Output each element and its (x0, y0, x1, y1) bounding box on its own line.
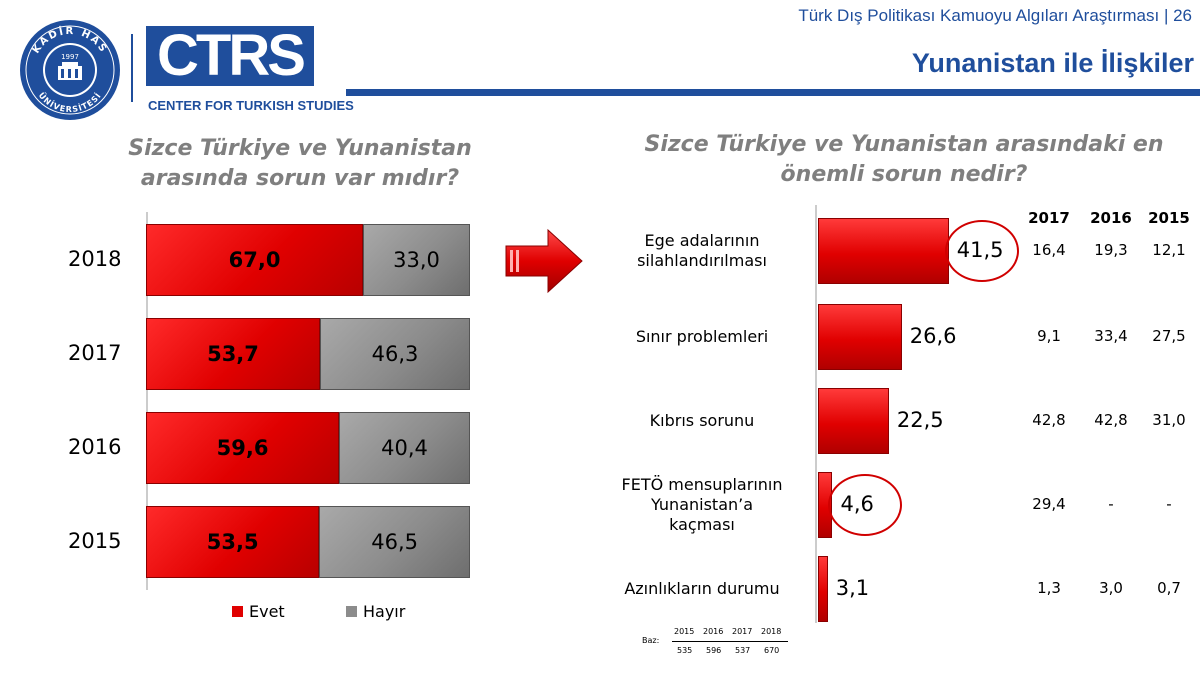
right-chart-title: Sizce Türkiye ve Yunanistan arasındaki e… (644, 132, 1164, 187)
table-cell-2-2: 31,0 (1152, 411, 1186, 429)
khas-seal-logo: KADİR HAS ÜNİVERSİTESİ 1997 (20, 20, 120, 120)
legend-hayir-swatch (346, 606, 357, 617)
bar-0 (818, 218, 949, 284)
year-label-2017: 2017 (68, 341, 122, 365)
stacked-bar-2016: 59,6 40,4 (146, 412, 470, 484)
table-cell-3-0: 29,4 (1032, 495, 1066, 513)
table-cell-0-0: 16,4 (1032, 241, 1066, 259)
table-cell-3-2: - (1166, 495, 1172, 513)
category-label-line: Ege adalarının (644, 231, 760, 250)
category-label-line: silahlandırılması (637, 251, 767, 270)
bar-segment-hayir-2015: 46,5 (319, 506, 470, 578)
base-count-2018: 670 (764, 646, 780, 655)
ctrs-logo: CTRS (146, 26, 314, 86)
bar-1 (818, 304, 902, 370)
table-cell-2-0: 42,8 (1032, 411, 1066, 429)
right-chart-y-axis (815, 205, 817, 623)
base-count-2015: 535 (677, 646, 693, 655)
table-cell-0-1: 19,3 (1094, 241, 1128, 259)
table-cell-1-1: 33,4 (1094, 327, 1128, 345)
left-chart-title: Sizce Türkiye ve Yunanistan arasında sor… (128, 136, 472, 191)
right-arrow-icon (505, 228, 583, 294)
legend-evet: Evet (232, 602, 285, 621)
category-label-line: Azınlıkların durumu (624, 579, 780, 598)
category-label-line: kaçması (669, 515, 735, 534)
legend-evet-label: Evet (249, 602, 285, 621)
base-count-2017: 537 (735, 646, 751, 655)
bar-segment-evet-2016: 59,6 (146, 412, 340, 484)
table-cell-4-1: 3,0 (1099, 579, 1123, 597)
legend-hayir: Hayır (346, 602, 405, 621)
legend-evet-swatch (232, 606, 243, 617)
highlight-circle-3 (828, 474, 903, 536)
bar-value-label-1: 26,6 (909, 324, 957, 348)
base-divider (672, 641, 788, 642)
category-label-4: Azınlıkların durumu (600, 579, 804, 599)
bar-segment-hayir-2017: 46,3 (319, 318, 470, 390)
category-label-line: Sınır problemleri (635, 327, 769, 346)
base-year-2016: 2016 (703, 627, 724, 636)
bar-segment-evet-2017: 53,7 (146, 318, 320, 390)
svg-text:1997: 1997 (61, 53, 79, 61)
bar-value-label-2: 22,5 (896, 408, 944, 432)
category-label-0: Ege adalarının silahlandırılması (600, 231, 804, 271)
base-label: Baz: (642, 636, 660, 645)
table-cell-4-0: 1,3 (1037, 579, 1061, 597)
table-cell-3-1: - (1108, 495, 1114, 513)
table-cell-4-2: 0,7 (1157, 579, 1181, 597)
year-label-2016: 2016 (68, 435, 122, 459)
bar-segment-evet-2018: 67,0 (146, 224, 364, 296)
table-cell-2-1: 42,8 (1094, 411, 1128, 429)
year-label-2015: 2015 (68, 529, 122, 553)
category-label-line: Kıbrıs sorunu (649, 411, 755, 430)
table-header-2017: 2017 (1028, 209, 1070, 227)
category-label-line: Yunanistan’a (650, 495, 754, 514)
legend-hayir-label: Hayır (363, 602, 406, 621)
stacked-bar-2018: 67,0 33,0 (146, 224, 470, 296)
category-label-1: Sınır problemleri (600, 327, 804, 347)
table-header-2016: 2016 (1090, 209, 1132, 227)
bar-segment-hayir-2016: 40,4 (339, 412, 470, 484)
base-year-2018: 2018 (761, 627, 782, 636)
stacked-bar-2017: 53,7 46,3 (146, 318, 470, 390)
base-year-2015: 2015 (674, 627, 695, 636)
highlight-circle-0 (944, 220, 1019, 282)
bar-segment-hayir-2018: 33,0 (363, 224, 470, 296)
year-label-2018: 2018 (68, 247, 122, 271)
category-label-3: FETÖ mensuplarının Yunanistan’a kaçması (600, 475, 804, 535)
table-header-2015: 2015 (1148, 209, 1190, 227)
bar-4 (818, 556, 828, 622)
bar-segment-evet-2015: 53,5 (146, 506, 320, 578)
page-title: Yunanistan ile İlişkiler (911, 48, 1194, 78)
bar-value-label-4: 3,1 (835, 576, 870, 600)
logo-divider (131, 34, 133, 102)
category-label-line: FETÖ mensuplarının (621, 475, 783, 494)
header-subtitle: Türk Dış Politikası Kamuoyu Algıları Ara… (798, 6, 1192, 25)
bar-2 (818, 388, 889, 454)
table-cell-0-2: 12,1 (1152, 241, 1186, 259)
base-year-2017: 2017 (732, 627, 753, 636)
ctrs-logo-text: CTRS (157, 26, 306, 86)
category-label-2: Kıbrıs sorunu (600, 411, 804, 431)
table-cell-1-0: 9,1 (1037, 327, 1061, 345)
table-cell-1-2: 27,5 (1152, 327, 1186, 345)
ctrs-logo-subtitle: CENTER FOR TURKISH STUDIES (148, 98, 354, 113)
base-count-2016: 596 (706, 646, 722, 655)
header-rule (346, 89, 1200, 96)
stacked-bar-2015: 53,5 46,5 (146, 506, 470, 578)
